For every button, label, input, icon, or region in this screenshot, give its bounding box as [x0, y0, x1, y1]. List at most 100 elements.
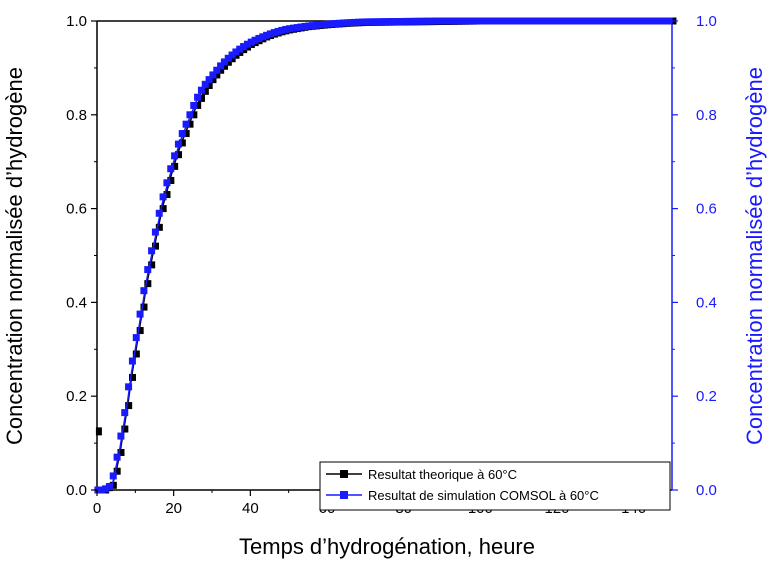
y-axis-right: 0.0 0.2 0.4 0.6 0.8 1.0	[672, 13, 717, 499]
data-point	[439, 17, 447, 25]
data-point	[523, 17, 531, 25]
data-point	[500, 17, 508, 25]
data-point	[140, 303, 148, 311]
y-axis-left-title: Concentration normalisée d’hydrogène	[2, 67, 27, 445]
data-point	[167, 176, 175, 184]
data-point	[221, 62, 228, 70]
y-left-tick-label: 1.0	[66, 13, 87, 30]
data-point	[167, 165, 175, 173]
data-point	[562, 17, 570, 25]
data-point	[481, 17, 489, 25]
data-point	[297, 23, 305, 31]
data-point	[485, 17, 493, 25]
data-point	[102, 485, 110, 493]
data-point	[178, 139, 186, 147]
data-point	[197, 86, 205, 94]
data-point	[412, 17, 420, 25]
data-point	[358, 18, 366, 26]
data-point	[592, 17, 600, 25]
data-point	[424, 17, 432, 25]
data-point	[389, 18, 397, 26]
data-point	[286, 25, 294, 33]
data-point	[381, 18, 389, 26]
data-point	[148, 261, 156, 269]
data-point	[328, 20, 336, 28]
data-point	[301, 22, 309, 30]
data-point	[205, 76, 213, 84]
series-theorique	[94, 17, 677, 494]
x-tick-label: 20	[165, 500, 182, 517]
data-point	[431, 17, 439, 25]
data-point	[105, 482, 113, 490]
data-point	[393, 18, 401, 26]
data-point	[493, 17, 501, 25]
data-point	[473, 17, 481, 25]
data-point	[117, 448, 125, 456]
data-point	[224, 58, 232, 66]
data-point	[209, 76, 217, 84]
data-point	[186, 111, 194, 119]
data-point	[182, 120, 190, 128]
plot-frame	[96, 20, 673, 491]
data-point	[385, 18, 393, 26]
data-point	[144, 280, 152, 288]
data-point	[627, 17, 635, 25]
data-point	[332, 20, 340, 28]
data-point	[140, 287, 148, 295]
data-point	[152, 242, 159, 250]
x-tick-label: 40	[242, 500, 259, 517]
data-point	[190, 111, 198, 119]
data-point	[404, 17, 412, 25]
y-left-tick-label: 0.8	[66, 107, 87, 124]
data-point	[581, 17, 589, 25]
data-point	[443, 17, 451, 25]
legend-label-comsol: Resultat de simulation COMSOL à 60°C	[368, 488, 599, 503]
data-point	[213, 66, 221, 74]
y-right-tick-label: 0.0	[696, 482, 717, 499]
data-point	[174, 140, 182, 148]
data-point	[516, 17, 524, 25]
data-point	[608, 17, 616, 25]
data-point	[596, 17, 604, 25]
data-point	[638, 17, 646, 25]
data-point	[554, 17, 562, 25]
data-point	[186, 120, 194, 128]
data-point	[427, 17, 435, 25]
y-axis-right-title: Concentration normalisée d’hydrogène	[742, 67, 767, 445]
data-point	[217, 66, 225, 74]
data-point	[496, 17, 504, 25]
data-point	[470, 17, 478, 25]
data-point	[251, 36, 259, 44]
data-point	[370, 18, 378, 26]
data-point	[504, 17, 512, 25]
data-point	[155, 209, 163, 217]
data-point	[366, 18, 374, 26]
data-point	[309, 22, 317, 30]
data-point	[117, 432, 125, 440]
data-point	[136, 327, 144, 335]
data-point	[163, 179, 171, 187]
data-point	[125, 383, 133, 391]
data-point	[312, 21, 320, 29]
data-point	[113, 467, 121, 475]
data-point	[462, 17, 470, 25]
data-point	[125, 402, 133, 410]
y-right-tick-label: 0.4	[696, 294, 717, 311]
data-point	[159, 205, 167, 213]
data-point	[240, 43, 248, 51]
data-point	[209, 71, 217, 79]
data-point	[305, 22, 313, 30]
data-point	[259, 33, 267, 41]
y-left-tick-label: 0.0	[66, 482, 87, 499]
data-point	[98, 486, 106, 494]
data-point	[129, 373, 136, 381]
data-point	[113, 453, 121, 461]
data-point	[224, 54, 232, 62]
data-point	[489, 17, 497, 25]
data-point	[121, 425, 129, 433]
data-point	[217, 62, 225, 70]
data-point	[355, 18, 363, 26]
data-point	[347, 19, 355, 27]
data-point	[646, 17, 654, 25]
series-line	[97, 20, 672, 491]
